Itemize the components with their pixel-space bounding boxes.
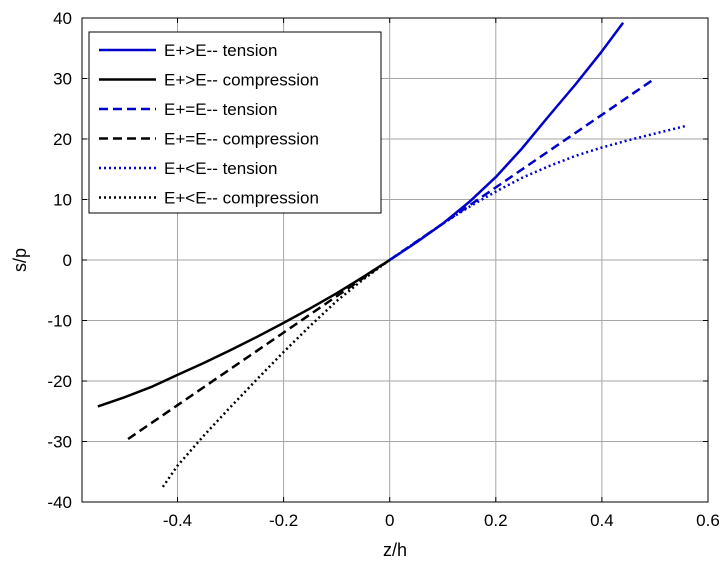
y-tick-label: 10 bbox=[53, 191, 72, 210]
series-line-2 bbox=[97, 258, 391, 408]
series-line-1 bbox=[389, 22, 625, 262]
x-tick-label: 0.2 bbox=[484, 511, 508, 530]
x-tick-label: -0.4 bbox=[163, 511, 192, 530]
legend-label: E+<E-- tension bbox=[164, 159, 277, 178]
legend-label: E+<E-- compression bbox=[164, 189, 319, 208]
x-axis-label: z/h bbox=[383, 540, 407, 560]
y-tick-label: 20 bbox=[53, 130, 72, 149]
y-tick-label: -20 bbox=[47, 372, 72, 391]
series-line-3 bbox=[388, 77, 656, 262]
y-tick-label: 0 bbox=[63, 251, 72, 270]
axis-ticks: -0.4 -0.2 0 0.2 0.4 0.6 -40 -30 -20 -10 0 10 20 30 40 bbox=[47, 9, 719, 530]
y-tick-label: 30 bbox=[53, 70, 72, 89]
y-tick-label: 40 bbox=[53, 9, 72, 28]
series-line-6 bbox=[160, 258, 391, 490]
series-line-4 bbox=[123, 258, 391, 443]
legend-label: E+=E-- tension bbox=[164, 100, 277, 119]
legend-box bbox=[88, 31, 382, 214]
legend-label: E+>E-- tension bbox=[164, 41, 277, 60]
legend-label: E+>E-- compression bbox=[164, 71, 319, 90]
series-lines bbox=[97, 22, 688, 490]
x-tick-label: 0.4 bbox=[590, 511, 614, 530]
x-tick-label: 0.6 bbox=[696, 511, 720, 530]
y-tick-label: -40 bbox=[47, 493, 72, 512]
legend-label: E+=E-- compression bbox=[164, 130, 319, 149]
y-tick-label: -30 bbox=[47, 433, 72, 452]
y-tick-label: -10 bbox=[47, 312, 72, 331]
y-axis-label: s/p bbox=[10, 248, 30, 272]
series-line-5 bbox=[388, 124, 688, 262]
x-tick-label: -0.2 bbox=[269, 511, 298, 530]
x-tick-label: 0 bbox=[385, 511, 394, 530]
legend: E+>E-- tension E+>E-- compression E+=E-- t… bbox=[88, 31, 382, 214]
